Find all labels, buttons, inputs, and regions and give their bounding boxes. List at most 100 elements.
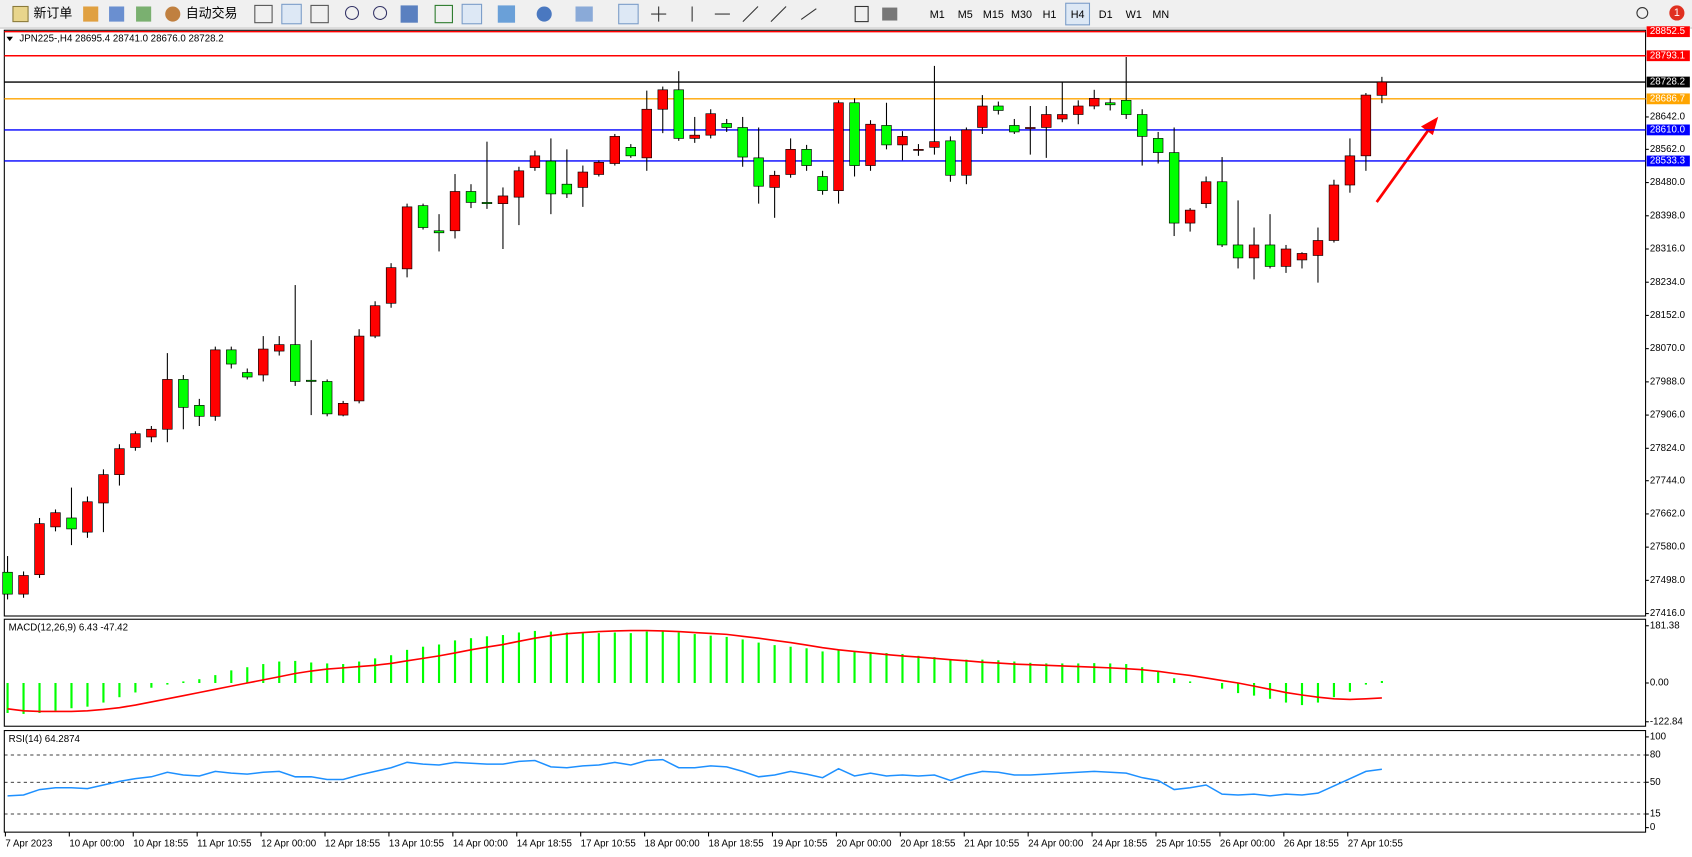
fibo-tool[interactable] [800,8,817,20]
candle-body [321,381,333,415]
macd-title: MACD(12,26,9) 6.43 -47.42 [9,622,128,633]
candle-body [561,183,573,195]
candle-body [1089,97,1100,107]
candle-body [609,136,621,164]
candle-body [737,127,748,158]
timeframe-button[interactable]: H1 [1043,9,1057,21]
x-tick-label: 20 Apr 00:00 [836,839,892,850]
y-tick-label: 27824.0 [1650,443,1686,454]
candle-body [993,105,1004,111]
timeframe-button[interactable]: M5 [958,9,973,21]
timeframe-button[interactable]: D1 [1099,9,1113,21]
candle-body [801,149,812,166]
candle-body [369,305,381,337]
alert-count: 1 [1674,7,1680,19]
candle-body [385,267,397,304]
x-tick-label: 26 Apr 00:00 [1220,839,1276,850]
toolbar-icon[interactable] [400,5,418,23]
channel-tool[interactable] [770,6,787,22]
annotation-arrow [1375,124,1433,203]
x-tick-label: 12 Apr 18:55 [325,839,380,850]
candle-body [753,157,764,187]
price-level-label: 28793.1 [1650,50,1685,61]
new-order-icon[interactable] [12,5,29,23]
search-icon[interactable] [1636,7,1649,19]
toolbar-icon[interactable] [83,6,99,22]
y-tick-label: -122.84 [1650,716,1684,727]
auto-trade-icon[interactable] [165,6,181,22]
cursor-tool[interactable] [618,3,639,25]
price-level-label: 28533.3 [1650,156,1685,167]
candle-body [1360,94,1372,157]
timeframe-button[interactable]: W1 [1126,9,1142,21]
candle-body [50,512,61,528]
y-tick-label: 50 [1650,777,1661,788]
toolbar-button-label[interactable]: 自动交易 [186,5,238,20]
candle-body [657,89,668,110]
candle-body [1073,105,1084,115]
y-tick-label: 27416.0 [1650,608,1686,619]
timeframe-button[interactable]: M15 [983,9,1004,21]
y-tick-label: 27580.0 [1650,542,1686,553]
candle-body [1344,155,1356,186]
candle-body [673,89,684,139]
candle-body [210,349,221,417]
trendline-tool[interactable] [742,6,759,22]
candle-body [162,379,173,430]
toolbar-icon[interactable] [536,6,552,22]
candle-body [625,147,636,157]
timeframe-button[interactable]: M1 [930,9,945,21]
arrows-tool[interactable] [882,7,898,21]
price-level-tag [1646,155,1690,167]
candle-body [306,379,317,382]
candle-body [194,405,205,417]
timeframe-button[interactable]: M30 [1011,9,1032,21]
label-tool[interactable] [854,5,869,23]
rsi-panel [3,730,1647,833]
candle-body [1152,138,1164,153]
toolbar-icon-active[interactable] [281,3,302,25]
toolbar-icon[interactable] [109,6,125,22]
price-level-label: 28728.2 [1650,77,1685,88]
candle-body [913,149,924,151]
candle-body [945,140,956,176]
candle-body [401,206,413,270]
toolbar-icon[interactable] [254,4,273,24]
candle-body [705,113,716,136]
alert-badge[interactable] [1669,5,1685,21]
candle-body [130,433,141,448]
candle-body [577,171,589,188]
y-tick-label: 100 [1650,731,1667,742]
macd-signal-line [7,629,1382,713]
candle-body [1216,181,1228,246]
zoom-out-icon[interactable] [373,5,388,20]
y-tick-label: 27988.0 [1650,376,1686,387]
toolbar-items: 1 新订单 自动交易 M1 M5 M15 M30 H1 H4 D1 W1 MN [12,2,1685,26]
candle-body [1200,181,1212,204]
toolbar-icon[interactable] [434,4,453,24]
price-panel [3,29,1647,617]
candle-body [817,176,828,191]
price-level-label: 28686.7 [1650,93,1685,104]
timeframe-active[interactable] [1065,2,1091,26]
toolbar-button-label[interactable]: 新订单 [33,5,72,20]
x-tick-label: 25 Apr 10:55 [1156,839,1211,850]
toolbar-icon[interactable] [497,5,516,23]
timeframe-button[interactable]: MN [1152,9,1169,21]
toolbar-icon-active[interactable] [461,3,483,25]
toolbar-icon[interactable] [310,4,329,24]
timeframe-button[interactable]: H4 [1071,9,1085,21]
candle-body [1025,127,1036,129]
candle-body [641,108,652,159]
y-tick-label: 0 [1650,822,1656,833]
toolbar-icon[interactable] [575,6,593,22]
candle-body [2,571,13,595]
price-level-tag [1646,124,1690,136]
toolbar-icon[interactable] [136,6,152,22]
x-tick-label: 24 Apr 18:55 [1092,839,1147,850]
zoom-in-icon[interactable] [344,5,360,20]
symbol-menu-arrow[interactable] [6,36,13,42]
candle-body [178,379,189,408]
candle-body [833,102,844,191]
